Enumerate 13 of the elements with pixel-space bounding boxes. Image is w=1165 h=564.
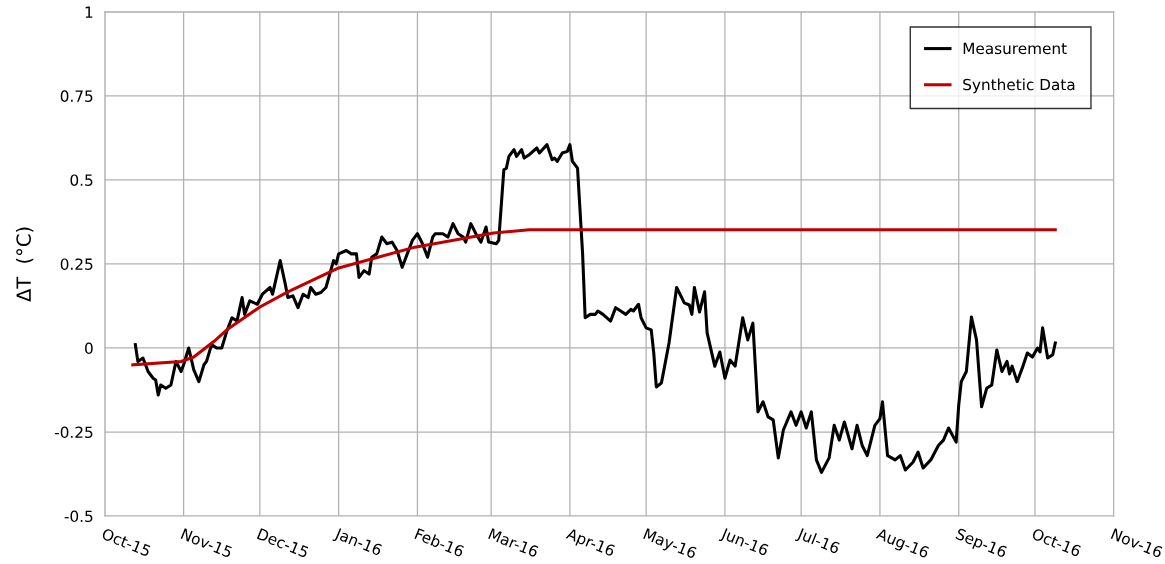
x-tick-label: Jul-16 <box>794 526 841 557</box>
legend-label: Synthetic Data <box>963 78 1075 94</box>
legend-label: Measurement <box>963 42 1067 55</box>
y-axis-title: ΔT (°C) <box>15 227 34 302</box>
line-series <box>131 228 1057 367</box>
y-tick-label: 0.25 <box>60 258 93 270</box>
y-tick-label: 0.75 <box>60 90 93 102</box>
y-tick-label: -0.5 <box>64 510 93 523</box>
y-tick-label: 0.5 <box>70 174 93 186</box>
y-tick-label: 0 <box>85 342 93 355</box>
y-tick-label: -0.25 <box>54 426 93 439</box>
line-series <box>133 143 1057 474</box>
y-tick-label: 1 <box>85 6 93 18</box>
